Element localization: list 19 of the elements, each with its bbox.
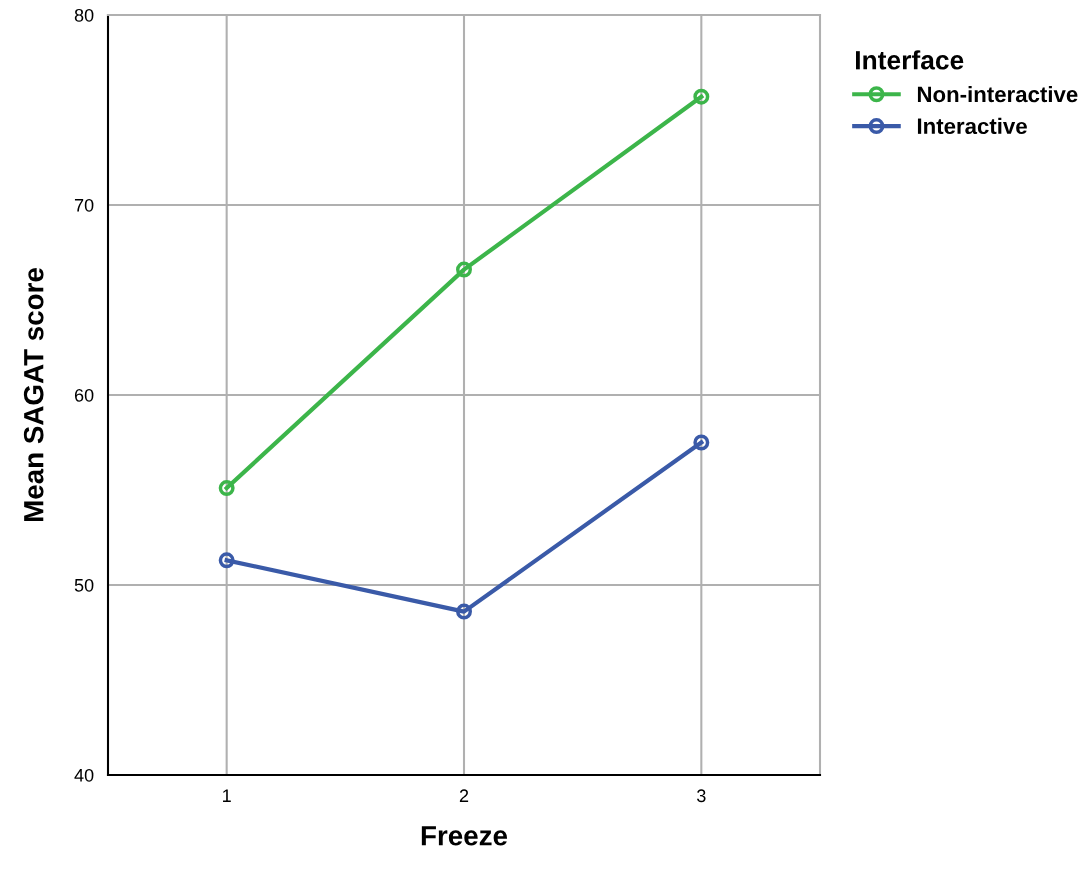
legend-title: Interface [856,50,964,70]
y-tick-label: 60 [74,388,94,402]
point [693,88,710,105]
x-tick-label: 3 [697,789,706,803]
y-tick-label: 50 [74,578,94,592]
legend-label: Non-interactive [917,85,1078,103]
y-tick-label: 70 [74,198,94,212]
point [218,480,235,497]
x-tick-label: 1 [223,789,231,802]
point [456,603,472,620]
x-tick-label: 2 [459,789,469,802]
point [456,261,472,278]
y-tick-label: 40 [74,768,94,782]
point [693,434,710,451]
y-axis-title: Mean SAGAT score [23,268,44,521]
point [218,552,235,569]
x-axis-title: Freeze [421,826,508,846]
y-tick-label: 80 [74,8,94,22]
legend-label: Interactive [917,117,1027,135]
